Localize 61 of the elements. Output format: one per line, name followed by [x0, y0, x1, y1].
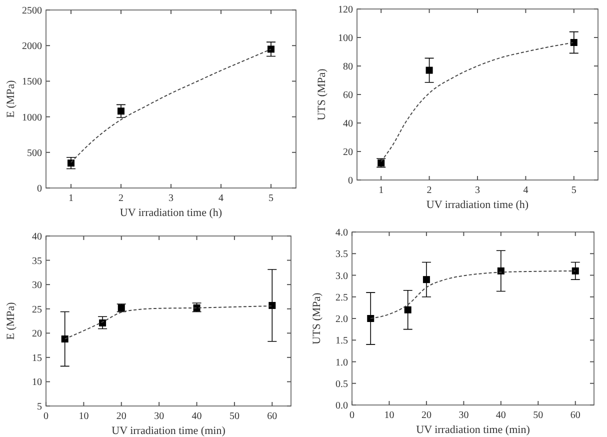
y-tick-label: 5: [37, 402, 42, 412]
y-tick-label: 500: [27, 148, 42, 159]
y-tick-label: 40: [32, 232, 42, 242]
point: [426, 66, 433, 74]
y-tick-label: 100: [338, 33, 353, 44]
x-tick-label: 40: [192, 411, 202, 422]
x-tick-label: 30: [458, 410, 469, 421]
y-tick-label: 0.5: [336, 378, 348, 390]
y-tick-label: 35: [32, 256, 42, 267]
x-tick-label: 5: [571, 185, 576, 196]
x-tick-label: 40: [496, 410, 506, 421]
y-tick-label: 3.0: [336, 270, 348, 282]
x-tick-label: 3: [168, 193, 174, 204]
y-tick-label: 80: [343, 62, 353, 72]
x-tick-label: 2: [118, 193, 124, 204]
y-tick-label: 2.0: [336, 314, 348, 325]
y-tick-label: 25: [32, 304, 42, 316]
x-axis-title: UV irradiation time (h): [426, 199, 529, 211]
y-tick-label: 3.5: [336, 249, 348, 260]
x-tick-label: 10: [384, 410, 394, 421]
x-tick-label: 1: [378, 185, 384, 196]
x-tick-label: 20: [116, 411, 126, 422]
y-tick-label: 2.5: [336, 292, 348, 304]
x-tick-label: 1: [68, 193, 74, 204]
x-tick-label: 60: [570, 410, 580, 421]
x-tick-label: 5: [268, 193, 274, 204]
y-tick-label: 2000: [22, 41, 42, 52]
x-tick-label: 3: [475, 185, 480, 196]
x-tick-label: 10: [78, 411, 89, 422]
y-tick-label: 20: [343, 147, 353, 158]
y-tick-label: 0: [348, 176, 353, 186]
y-tick-label: 1000: [22, 112, 42, 124]
y-axis-title: UTS (MPa): [311, 292, 323, 344]
y-tick-label: 10: [32, 377, 42, 388]
x-axis-title: UV irradiation time (min): [112, 425, 226, 437]
y-tick-label: 60: [343, 90, 353, 101]
x-axis-title: UV irradiation time (h): [120, 207, 222, 219]
x-tick-label: 20: [421, 410, 432, 421]
y-tick-label: 30: [32, 280, 42, 292]
y-tick-label: 40: [343, 118, 353, 130]
y-tick-label: 2500: [22, 6, 42, 16]
y-tick-label: 120: [338, 4, 353, 16]
x-tick-label: 50: [229, 411, 240, 422]
y-tick-label: 1.5: [336, 336, 348, 347]
y-tick-label: 1500: [22, 76, 42, 88]
y-tick-label: 0.0: [336, 400, 348, 412]
x-axis-title: UV irradiation time (min): [416, 424, 530, 436]
x-tick-label: 2: [426, 185, 432, 196]
x-tick-label: 4: [523, 185, 528, 196]
y-axis-title: E (MPa): [5, 302, 17, 340]
x-tick-label: 4: [218, 193, 224, 204]
x-tick-label: 60: [267, 411, 278, 422]
y-axis-title: UTS (MPa): [316, 68, 328, 120]
y-axis-title: E (MPa): [5, 80, 17, 118]
x-tick-label: 50: [533, 410, 544, 421]
y-tick-label: 15: [32, 352, 42, 364]
x-tick-label: 30: [154, 411, 164, 422]
y-tick-label: 4.0: [336, 228, 348, 238]
point: [404, 306, 412, 314]
y-tick-label: 1.0: [336, 357, 348, 368]
y-tick-label: 20: [32, 328, 42, 340]
